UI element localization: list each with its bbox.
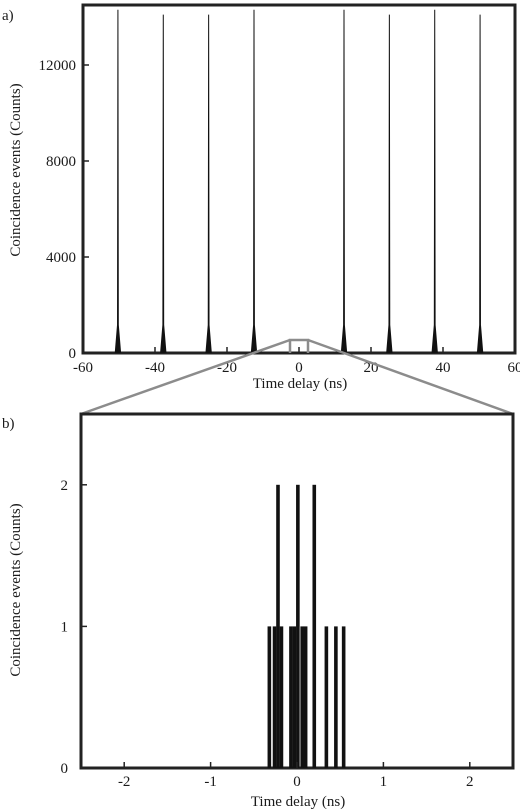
peak-4 <box>340 9 348 354</box>
zoom-bracket <box>288 338 310 353</box>
bin-6 <box>296 484 300 768</box>
panel-a-plot-frame <box>81 3 517 355</box>
panel-b-bars <box>267 484 346 768</box>
x-tick-label: -40 <box>145 360 165 376</box>
x-tick-label: 60 <box>508 360 520 376</box>
zoom-line-left <box>80 338 291 416</box>
peak-7 <box>476 14 484 353</box>
panel-a-peaks <box>114 9 484 354</box>
peak-5 <box>386 14 393 353</box>
bin-7 <box>300 626 304 768</box>
panel-b-y-axis-label: Coincidence events (Counts) <box>8 503 24 676</box>
zoom-connector <box>80 338 514 416</box>
peak-3 <box>250 9 258 354</box>
y-tick-label: 0 <box>61 761 69 777</box>
x-tick-label: -60 <box>73 360 93 376</box>
bin-12 <box>341 626 346 768</box>
x-tick-label: 40 <box>436 360 451 376</box>
panel-a-x-ticks: -60 -40 -20 0 20 40 60 <box>73 347 520 376</box>
panel-b-label: b) <box>2 416 15 432</box>
bin-2 <box>276 484 280 768</box>
bin-10 <box>324 626 329 768</box>
peak-1 <box>160 14 167 353</box>
bin-5 <box>292 626 297 768</box>
bin-11 <box>334 626 338 768</box>
bin-4 <box>289 626 293 768</box>
y-tick-label: 2 <box>61 478 69 494</box>
y-tick-label: 12000 <box>39 58 77 74</box>
bin-8 <box>303 626 308 768</box>
x-tick-label: 2 <box>466 774 474 790</box>
panel-a-x-axis-label: Time delay (ns) <box>253 376 347 392</box>
bin-3 <box>279 626 284 768</box>
bin-9 <box>312 484 317 768</box>
panel-b: b) -2 -1 0 1 2 0 1 2 Time delay (ns) Coinciden… <box>2 412 515 810</box>
peak-0 <box>114 9 122 354</box>
y-tick-label: 4000 <box>46 250 76 266</box>
panel-a-y-axis-label: Coincidence events (Counts) <box>8 83 24 256</box>
zoom-line-right <box>307 338 514 416</box>
y-tick-label: 0 <box>69 346 77 362</box>
panel-a-y-ticks: 0 4000 8000 12000 <box>39 58 89 362</box>
x-tick-label: -1 <box>204 774 217 790</box>
y-tick-label: 8000 <box>46 154 76 170</box>
bin-1 <box>272 626 277 768</box>
x-tick-label: -2 <box>118 774 131 790</box>
panel-a-label: a) <box>2 8 14 24</box>
x-tick-label: 1 <box>380 774 388 790</box>
peak-6 <box>431 9 438 354</box>
panel-b-x-ticks: -2 -1 0 1 2 <box>118 762 474 790</box>
bin-0 <box>267 626 272 768</box>
x-tick-label: 0 <box>295 360 303 376</box>
y-tick-label: 1 <box>61 619 69 635</box>
x-tick-label: 0 <box>293 774 301 790</box>
panel-b-x-axis-label: Time delay (ns) <box>251 794 345 810</box>
peak-2 <box>205 14 212 353</box>
panel-b-y-ticks: 0 1 2 <box>61 478 87 777</box>
